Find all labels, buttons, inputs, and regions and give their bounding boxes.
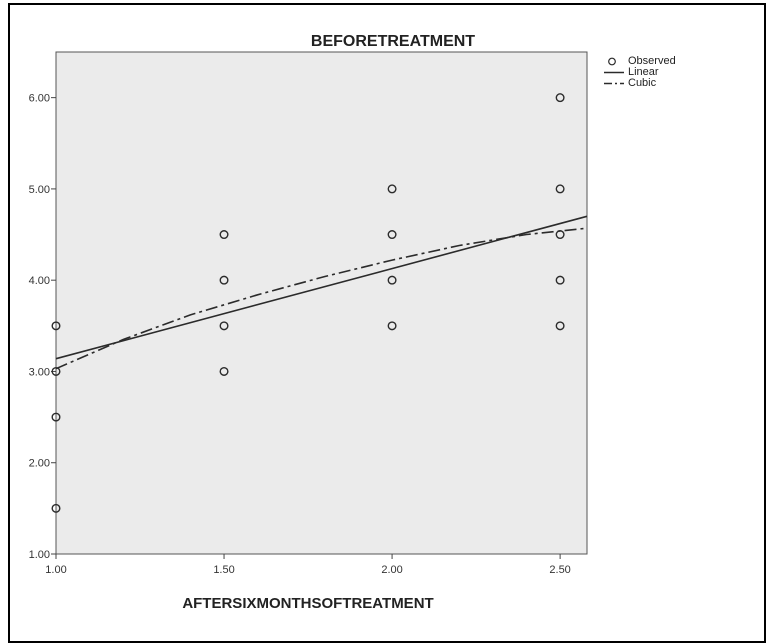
legend-label-cubic: Cubic bbox=[628, 77, 657, 89]
plot-area bbox=[55, 51, 588, 555]
observed-point bbox=[219, 275, 229, 285]
observed-point bbox=[51, 503, 61, 513]
solid-line-icon bbox=[604, 67, 626, 78]
chart-title: BEFORETREATMENT bbox=[311, 33, 475, 50]
y-tick-label: 1.00 bbox=[29, 549, 50, 561]
observed-point bbox=[555, 230, 565, 240]
fit-lines bbox=[55, 215, 588, 370]
observed-point bbox=[219, 230, 229, 240]
observed-point bbox=[387, 184, 397, 194]
x-tick-label: 1.50 bbox=[213, 564, 234, 576]
observed-point bbox=[387, 275, 397, 285]
y-tick-label: 3.00 bbox=[29, 366, 50, 378]
observed-point bbox=[555, 321, 565, 331]
observed-point bbox=[51, 321, 61, 331]
legend: Observed Linear Cubic bbox=[604, 56, 676, 89]
legend-label-observed: Observed bbox=[628, 55, 676, 67]
observed-points bbox=[51, 93, 565, 513]
observed-point bbox=[387, 321, 397, 331]
observed-point bbox=[387, 230, 397, 240]
legend-item-observed: Observed bbox=[604, 56, 676, 67]
observed-point bbox=[51, 366, 61, 376]
observed-point bbox=[51, 412, 61, 422]
x-tick-label: 1.00 bbox=[45, 564, 66, 576]
y-tick-label: 5.00 bbox=[29, 184, 50, 196]
legend-item-cubic: Cubic bbox=[604, 78, 676, 89]
observed-point bbox=[219, 366, 229, 376]
x-tick-label: 2.50 bbox=[549, 564, 570, 576]
legend-label-linear: Linear bbox=[628, 66, 659, 78]
x-axis-label: AFTERSIXMONTHSOFTREATMENT bbox=[182, 595, 433, 612]
y-tick-label: 4.00 bbox=[29, 275, 50, 287]
observed-point bbox=[555, 184, 565, 194]
y-tick-label: 2.00 bbox=[29, 458, 50, 470]
observed-point bbox=[555, 93, 565, 103]
legend-item-linear: Linear bbox=[604, 67, 676, 78]
x-tick-label: 2.00 bbox=[381, 564, 402, 576]
y-tick-label: 6.00 bbox=[29, 93, 50, 105]
observed-point bbox=[219, 321, 229, 331]
axis-ticks: 1.00 2.00 3.00 4.00 5.00 6.00 1.00 1.50 2.00 2.50 bbox=[29, 93, 571, 576]
linear-fit-line bbox=[55, 215, 588, 360]
cubic-fit-line bbox=[55, 227, 588, 370]
observed-point bbox=[555, 275, 565, 285]
circle-icon bbox=[604, 56, 626, 67]
scatter-chart: 1.00 2.00 3.00 4.00 5.00 6.00 1.00 1.50 2.00 2.50… bbox=[29, 33, 588, 612]
dashdot-line-icon bbox=[604, 78, 626, 89]
